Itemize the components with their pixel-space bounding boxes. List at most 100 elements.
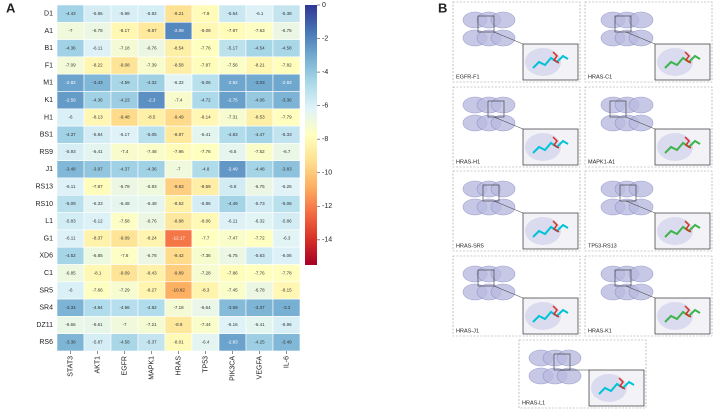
- cell-value: -6.75: [281, 28, 292, 33]
- cell-value: -6.75: [227, 253, 238, 258]
- ligand: [532, 139, 569, 154]
- cell-value: -6.5: [229, 149, 237, 154]
- cell-value: -9.89: [173, 270, 184, 275]
- colorbar: [305, 5, 317, 265]
- cell-value: -7.87: [92, 184, 103, 189]
- zoom-box: [477, 269, 495, 287]
- cell-value: -6.66: [65, 322, 76, 327]
- ligand: [664, 139, 701, 154]
- colorbar-tick-label: 0: [322, 2, 326, 9]
- cell-value: -2.09: [173, 28, 184, 33]
- cell-value: -6.11: [228, 218, 238, 223]
- cell-value: -2.59: [65, 97, 76, 102]
- cell-value: -7.4: [175, 97, 183, 102]
- row-label: M1: [43, 80, 53, 87]
- docking-image: TP53-RS13: [584, 170, 713, 252]
- cell-value: -3.83: [281, 167, 292, 172]
- docking-image: HRAS-J1: [452, 255, 581, 337]
- cell-value: -7.31: [227, 115, 238, 120]
- cell-value: -6.26: [281, 184, 292, 189]
- cell-value: -5.17: [227, 45, 238, 50]
- protein-ribbon: [628, 265, 654, 283]
- cell-value: -3.38: [65, 340, 76, 345]
- cell-value: -9.83: [173, 184, 184, 189]
- inset-protein: [657, 48, 693, 76]
- image-label: HRAS-K1: [588, 328, 612, 334]
- row-label: D1: [44, 10, 53, 17]
- cell-value: -5.86: [281, 218, 292, 223]
- cell-value: -8.06: [200, 218, 211, 223]
- cell-value: -7.52: [254, 149, 265, 154]
- cell-value: -2.3: [148, 97, 156, 102]
- inset-protein: [657, 217, 693, 245]
- cell-value: -5.06: [281, 201, 292, 206]
- cell-value: -5.38: [281, 11, 292, 16]
- colorbar-tick-label: -12: [322, 203, 332, 210]
- cell-value: -5.06: [200, 80, 211, 85]
- image-label: TP53-RS13: [588, 243, 617, 249]
- cell-value: -4.54: [254, 45, 265, 50]
- cell-value: -3.03: [254, 80, 265, 85]
- cell-value: -5.86: [92, 11, 103, 16]
- ligand: [598, 380, 635, 395]
- callout: [625, 31, 656, 45]
- cell-value: -7.7: [202, 236, 210, 241]
- cell-value: -8.3: [202, 288, 210, 293]
- cell-value: -7.82: [281, 63, 292, 68]
- callout: [493, 31, 524, 45]
- cell-value: -7.18: [173, 305, 184, 310]
- cell-value: -5.83: [65, 218, 76, 223]
- docking-image: HRAS-L1: [518, 339, 647, 409]
- cell-value: -6.32: [254, 218, 265, 223]
- cell-value: -3.59: [227, 305, 238, 310]
- cell-value: -7.4: [121, 149, 129, 154]
- cell-value: -8.87: [146, 28, 157, 33]
- cell-value: -6.85: [65, 270, 76, 275]
- cell-value: -8.58: [173, 63, 184, 68]
- cell-value: -3.48: [65, 167, 76, 172]
- protein-ribbon: [556, 349, 582, 367]
- cell-value: -2.83: [227, 340, 238, 345]
- row-label: SR4: [39, 305, 53, 312]
- cell-value: -4.47: [254, 132, 265, 137]
- cell-value: -7.29: [119, 288, 130, 293]
- cell-value: -7.28: [200, 270, 211, 275]
- row-label: B1: [44, 45, 53, 52]
- ligand: [532, 54, 569, 69]
- docking-image: HRAS-H1: [452, 86, 581, 168]
- cell-value: -5.8: [229, 184, 237, 189]
- cell-value: -8.9: [175, 322, 183, 327]
- cell-value: -6.78: [254, 288, 265, 293]
- cell-value: -4.48: [254, 167, 265, 172]
- cell-value: -4.06: [254, 97, 265, 102]
- cell-value: -8.15: [281, 288, 292, 293]
- protein-ribbon: [490, 96, 516, 114]
- cell-value: -5.87: [92, 340, 103, 345]
- cell-value: -5.93: [65, 149, 76, 154]
- cell-value: -5.09: [65, 201, 76, 206]
- cell-value: -7.6: [121, 253, 129, 258]
- cell-value: -4.37: [65, 132, 76, 137]
- cell-value: -4.43: [65, 11, 76, 16]
- cell-value: -6.12: [92, 218, 103, 223]
- cell-value: -4.83: [227, 132, 238, 137]
- protein-ribbon: [490, 283, 516, 301]
- column-label: MAPK1: [148, 356, 155, 380]
- cell-value: -5.33: [281, 132, 292, 137]
- protein-ribbon: [490, 114, 516, 132]
- column-label: VEGFA: [256, 356, 263, 380]
- inset-protein: [591, 374, 627, 402]
- cell-value: -9.42: [173, 253, 184, 258]
- cell-value: -5.63: [254, 253, 265, 258]
- protein-ribbon: [490, 265, 516, 283]
- inset-protein: [525, 217, 561, 245]
- cell-value: -8.37: [92, 236, 103, 241]
- callout: [493, 200, 524, 214]
- cell-value: -5.86: [200, 201, 211, 206]
- cell-value: -3.2: [283, 305, 291, 310]
- cell-value: -4.23: [119, 97, 130, 102]
- protein-ribbon: [628, 96, 654, 114]
- cell-value: -7.87: [200, 63, 211, 68]
- cell-value: -6.11: [93, 45, 103, 50]
- cell-value: -7.58: [119, 218, 130, 223]
